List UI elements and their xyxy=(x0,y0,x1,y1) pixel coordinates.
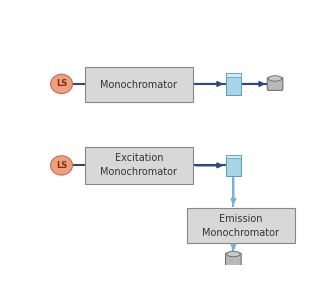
FancyBboxPatch shape xyxy=(186,208,295,243)
FancyBboxPatch shape xyxy=(226,154,241,176)
FancyBboxPatch shape xyxy=(85,67,193,102)
Ellipse shape xyxy=(268,76,282,81)
Text: LS: LS xyxy=(56,161,67,170)
Circle shape xyxy=(51,156,73,175)
FancyBboxPatch shape xyxy=(225,253,241,266)
FancyBboxPatch shape xyxy=(226,73,241,95)
Text: Excitation
Monochromator: Excitation Monochromator xyxy=(100,153,177,177)
Circle shape xyxy=(51,74,73,94)
Text: LS: LS xyxy=(56,80,67,89)
FancyBboxPatch shape xyxy=(226,154,241,159)
Text: Emission
Monochromator: Emission Monochromator xyxy=(202,214,279,238)
FancyBboxPatch shape xyxy=(226,73,241,77)
Ellipse shape xyxy=(226,251,240,257)
FancyBboxPatch shape xyxy=(85,147,193,184)
FancyBboxPatch shape xyxy=(267,77,283,90)
Text: Monochromator: Monochromator xyxy=(100,80,177,89)
